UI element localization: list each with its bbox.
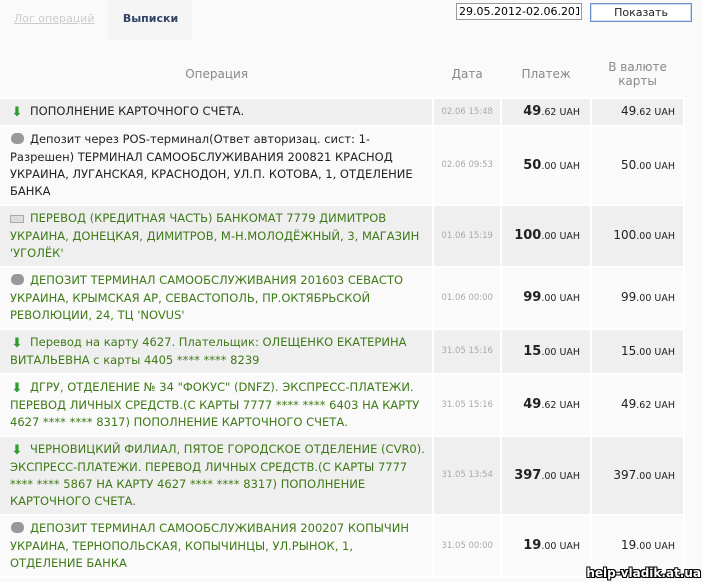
card-decimal: .00 UAH: [636, 160, 675, 172]
table-row[interactable]: ПЕРЕВОД (КРЕДИТНАЯ ЧАСТЬ) БАНКОМАТ 7779 …: [0, 205, 685, 267]
payment-cell: 49.62 UAH: [501, 98, 593, 126]
payment-integer: 100: [514, 228, 542, 243]
card-decimal: .00 UAH: [636, 346, 675, 358]
tab-operations-log[interactable]: Лог операций: [14, 12, 95, 25]
arrow-down-icon: ⬇: [11, 443, 23, 458]
card-icon: [10, 211, 24, 228]
card-amount-cell: 19.00 UAH: [591, 515, 685, 577]
table-row[interactable]: ДЕПОЗИТ ТЕРМИНАЛ САМООБСЛУЖИВАНИЯ 201603…: [0, 267, 685, 329]
date-cell: 31.05 00:00: [433, 515, 503, 577]
card-amount-cell: 50.00 UAH: [591, 126, 685, 205]
date-cell: 01.06 15:19: [433, 205, 503, 267]
operation-cell: ДЕПОЗИТ ТЕРМИНАЛ САМООБСЛУЖИВАНИЯ 201603…: [0, 267, 435, 329]
operation-cell: ПЕРЕВОД (КРЕДИТНАЯ ЧАСТЬ) БАНКОМАТ 7779 …: [0, 205, 435, 267]
card-amount-cell: 49.62 UAH: [591, 374, 685, 436]
payment-cell: 15.00 UAH: [501, 329, 593, 374]
table-row[interactable]: ⬇ ДГРУ, ОТДЕЛЕНИЕ № 34 "ФОКУС" (DNFZ). ЭК…: [0, 374, 685, 436]
card-integer: 19: [620, 538, 637, 552]
date-cell: 01.06 00:00: [433, 267, 503, 329]
payment-decimal: .62 UAH: [541, 107, 581, 118]
card-amount-cell: 15.00 UAH: [591, 329, 685, 374]
piggy-bank-icon: [10, 521, 24, 538]
column-header-card-currency: В валюте карты: [608, 59, 667, 88]
payment-integer: 19: [523, 538, 542, 553]
payment-decimal: .62 UAH: [541, 400, 581, 411]
operation-cell: ⬇ ДГРУ, ОТДЕЛЕНИЕ № 34 "ФОКУС" (DNFZ). ЭК…: [0, 374, 435, 436]
operation-text: ДГРУ, ОТДЕЛЕНИЕ № 34 "ФОКУС" (DNFZ). ЭКС…: [10, 380, 420, 429]
piggy-bank-icon: [10, 132, 24, 149]
card-integer: 50: [620, 157, 637, 172]
column-header-operation: Операция: [185, 66, 249, 81]
table-row[interactable]: Депозит через POS-терминал(Ответ авториз…: [0, 126, 685, 205]
payment-cell: 50.00 UAH: [501, 126, 593, 205]
show-button[interactable]: Показать: [590, 3, 692, 22]
card-integer: 49: [620, 104, 637, 118]
operation-text: Депозит через POS-терминал(Ответ авториз…: [10, 132, 413, 198]
card-integer: 100: [613, 228, 637, 242]
payment-decimal: .00 UAH: [541, 470, 581, 482]
date-cell: 31.05 13:54: [433, 436, 503, 515]
payment-integer: 15: [523, 343, 542, 359]
date-range-input[interactable]: [456, 3, 582, 20]
card-amount-cell: 100.00 UAH: [591, 205, 685, 267]
operation-text: ДЕПОЗИТ ТЕРМИНАЛ САМООБСЛУЖИВАНИЯ 200207…: [10, 521, 410, 570]
table-row[interactable]: ⬇ Перевод на карту 4627. Плательщик: ОЛЕЩ…: [0, 329, 685, 374]
arrow-down-icon: ⬇: [11, 336, 23, 351]
date-cell: 31.05 15:16: [433, 374, 503, 436]
card-decimal: .00 UAH: [636, 231, 675, 242]
card-amount-cell: 397.00 UAH: [591, 436, 685, 515]
date-cell: 02.06 09:53: [433, 126, 503, 205]
watermark: help-vladik.at.ua: [586, 566, 701, 580]
card-integer: 397: [613, 467, 637, 482]
piggy-bank-icon: [10, 273, 24, 290]
payment-integer: 49: [523, 397, 542, 412]
operation-cell: ДЕПОЗИТ ТЕРМИНАЛ САМООБСЛУЖИВАНИЯ 200207…: [0, 515, 435, 577]
payment-decimal: .00 UAH: [541, 231, 581, 242]
statement-table: Операция Дата Платеж В валюте карты ⬇ ПОП…: [0, 50, 685, 578]
operation-text: ЧЕРНОВИЦКИЙ ФИЛИАЛ, ПЯТОЕ ГОРОДСКОЕ ОТДЕ…: [10, 442, 425, 508]
payment-integer: 49: [523, 104, 542, 119]
card-integer: 49: [620, 397, 637, 411]
table-row[interactable]: ДЕПОЗИТ ТЕРМИНАЛ САМООБСЛУЖИВАНИЯ 200207…: [0, 515, 685, 577]
operation-text: ПОПОЛНЕНИЕ КАРТОЧНОГО СЧЕТА.: [30, 104, 245, 118]
operation-text: Перевод на карту 4627. Плательщик: ОЛЕЩЕ…: [10, 335, 407, 367]
column-header-payment: Платеж: [521, 66, 571, 81]
card-amount-cell: 99.00 UAH: [591, 267, 685, 329]
payment-decimal: .00 UAH: [541, 293, 581, 304]
payment-cell: 397.00 UAH: [501, 436, 593, 515]
payment-decimal: .00 UAH: [541, 160, 581, 172]
column-header-date: Дата: [451, 66, 483, 81]
card-decimal: .00 UAH: [636, 293, 675, 304]
payment-integer: 99: [523, 290, 542, 305]
date-cell: 02.06 15:48: [433, 98, 503, 126]
payment-integer: 397: [514, 467, 542, 483]
card-decimal: .00 UAH: [636, 541, 675, 552]
table-row[interactable]: ⬇ ПОПОЛНЕНИЕ КАРТОЧНОГО СЧЕТА. 02.06 15:4…: [0, 98, 685, 126]
payment-cell: 19.00 UAH: [501, 515, 593, 577]
payment-cell: 49.62 UAH: [501, 374, 593, 436]
operation-text: ПЕРЕВОД (КРЕДИТНАЯ ЧАСТЬ) БАНКОМАТ 7779 …: [10, 211, 420, 260]
arrow-down-icon: ⬇: [11, 381, 23, 396]
card-decimal: .62 UAH: [636, 400, 675, 411]
payment-decimal: .00 UAH: [541, 346, 581, 358]
payment-integer: 50: [523, 157, 542, 173]
card-integer: 99: [620, 290, 637, 304]
operation-cell: ⬇ ПОПОЛНЕНИЕ КАРТОЧНОГО СЧЕТА.: [0, 98, 435, 126]
card-integer: 15: [620, 343, 637, 358]
operation-cell: Депозит через POS-терминал(Ответ авториз…: [0, 126, 435, 205]
card-decimal: .62 UAH: [636, 107, 675, 118]
card-decimal: .00 UAH: [636, 470, 675, 482]
arrow-down-icon: ⬇: [11, 105, 23, 120]
operation-cell: ⬇ Перевод на карту 4627. Плательщик: ОЛЕЩ…: [0, 329, 435, 374]
tabs: Лог операций Выписки: [0, 0, 193, 40]
table-row[interactable]: ⬇ ЧЕРНОВИЦКИЙ ФИЛИАЛ, ПЯТОЕ ГОРОДСКОЕ ОТД…: [0, 436, 685, 515]
tab-statements[interactable]: Выписки: [108, 0, 193, 40]
date-cell: 31.05 15:16: [433, 329, 503, 374]
operation-cell: ⬇ ЧЕРНОВИЦКИЙ ФИЛИАЛ, ПЯТОЕ ГОРОДСКОЕ ОТД…: [0, 436, 435, 515]
payment-cell: 100.00 UAH: [501, 205, 593, 267]
payment-decimal: .00 UAH: [541, 541, 581, 552]
operation-text: ДЕПОЗИТ ТЕРМИНАЛ САМООБСЛУЖИВАНИЯ 201603…: [10, 273, 404, 322]
card-amount-cell: 49.62 UAH: [591, 98, 685, 126]
payment-cell: 99.00 UAH: [501, 267, 593, 329]
